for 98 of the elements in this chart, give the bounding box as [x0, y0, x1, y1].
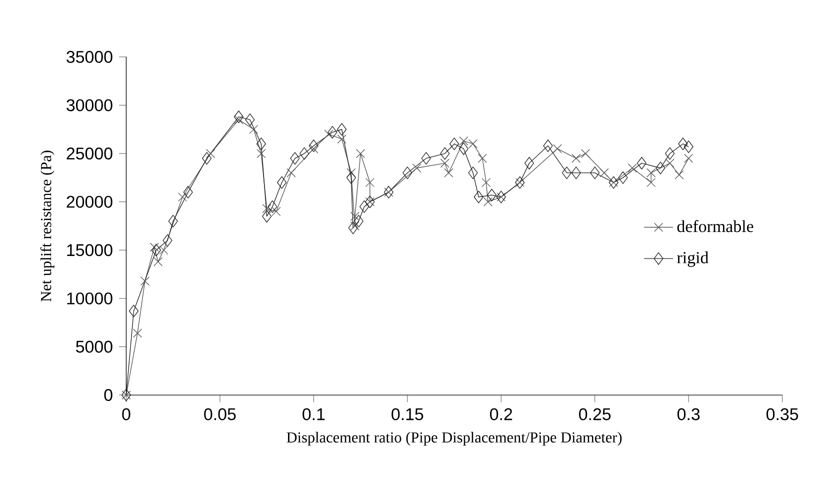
- point: [486, 188, 497, 202]
- point: [350, 212, 360, 221]
- point: [646, 168, 656, 178]
- point: [286, 168, 296, 178]
- point: [571, 166, 581, 180]
- legend-label: rigid: [677, 251, 708, 267]
- point: [268, 200, 278, 213]
- point: [684, 154, 694, 163]
- point: [552, 144, 562, 154]
- point: [168, 214, 178, 228]
- point: [684, 140, 694, 154]
- point: [249, 124, 258, 134]
- point: [543, 140, 553, 152]
- x-tick-label: 0.1: [302, 408, 325, 420]
- x-tick-label: 0: [122, 408, 130, 420]
- point: [159, 246, 168, 255]
- point: [421, 152, 431, 165]
- point: [354, 214, 364, 228]
- point: [656, 162, 666, 174]
- point: [324, 130, 334, 139]
- point: [277, 176, 287, 189]
- point: [474, 190, 484, 204]
- point: [202, 152, 212, 165]
- x-tick-label: 0.15: [392, 408, 424, 420]
- point: [562, 166, 572, 180]
- point: [458, 142, 468, 156]
- point: [572, 154, 581, 163]
- point: [262, 210, 272, 223]
- y-tick-label: 15000: [67, 244, 112, 256]
- point: [678, 138, 688, 150]
- point: [162, 234, 172, 247]
- point: [150, 242, 159, 252]
- point: [151, 244, 162, 256]
- y-tick-label: 10000: [67, 292, 112, 304]
- point: [290, 152, 300, 165]
- point: [468, 139, 478, 148]
- x-tick-label: 0.25: [579, 408, 611, 420]
- point: [262, 204, 272, 214]
- point: [646, 178, 656, 188]
- point: [337, 134, 346, 144]
- point: [256, 149, 266, 158]
- point: [636, 156, 647, 170]
- point: [234, 110, 244, 124]
- x-tick-label: 0.3: [677, 408, 700, 420]
- point: [482, 178, 491, 188]
- legend-label: deformable: [677, 220, 754, 232]
- y-tick-label: 25000: [66, 148, 112, 160]
- point: [346, 171, 356, 184]
- point: [272, 207, 281, 216]
- point: [665, 147, 675, 160]
- point: [600, 168, 609, 178]
- point: [206, 149, 216, 158]
- y-tick-label: 20000: [66, 196, 112, 208]
- point: [245, 114, 255, 126]
- point: [154, 257, 163, 266]
- point: [440, 158, 450, 168]
- point: [468, 166, 478, 180]
- point: [256, 138, 266, 150]
- point: [580, 149, 590, 158]
- point: [132, 328, 142, 338]
- point: [459, 136, 468, 146]
- point: [178, 192, 187, 202]
- y-axis-title: Net uplift resistance (Pa): [40, 150, 54, 302]
- point: [449, 138, 460, 150]
- point: [140, 276, 150, 286]
- point: [402, 166, 412, 180]
- point: [440, 147, 450, 160]
- point: [348, 222, 358, 234]
- point: [618, 171, 628, 184]
- point: [356, 149, 366, 158]
- point: [183, 186, 193, 198]
- point: [478, 154, 487, 163]
- y-tick-label: 30000: [66, 99, 112, 112]
- point: [590, 166, 600, 180]
- point: [350, 222, 360, 231]
- y-tick-label: 0: [104, 389, 112, 402]
- x-tick-label: 0.2: [490, 408, 512, 420]
- point: [328, 126, 338, 139]
- y-tick-label: 35000: [66, 50, 112, 63]
- point: [674, 170, 684, 180]
- point: [128, 304, 139, 318]
- point: [365, 178, 374, 188]
- point: [665, 158, 674, 168]
- point: [234, 115, 244, 124]
- point: [360, 200, 370, 213]
- point: [628, 164, 637, 173]
- point: [444, 168, 454, 178]
- x-axis-title: Displacement ratio (Pipe Displacement/Pipe Diameter): [286, 432, 622, 446]
- x-tick-label: 0.05: [204, 408, 236, 420]
- point: [483, 197, 493, 206]
- point: [308, 140, 318, 152]
- point: [337, 123, 347, 136]
- x-tick-label: 0.35: [766, 408, 798, 420]
- point: [524, 156, 534, 170]
- y-tick-label: 5000: [76, 340, 112, 353]
- point: [309, 144, 318, 154]
- point: [412, 164, 422, 173]
- point: [300, 147, 310, 160]
